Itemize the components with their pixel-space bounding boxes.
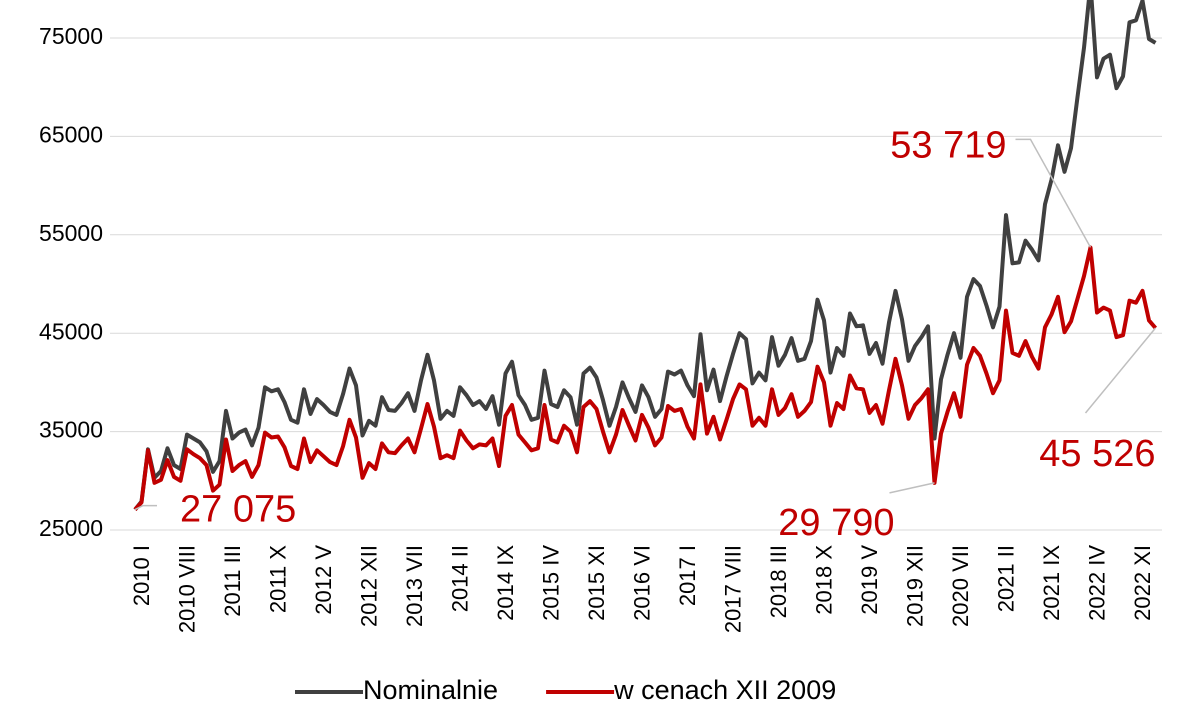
line-series bbox=[133, 245, 1158, 511]
data-label: 29 790 bbox=[778, 502, 894, 544]
y-tick-label: 35000 bbox=[39, 417, 103, 443]
x-tick-label: 2014 II bbox=[447, 545, 472, 612]
y-tick-label: 45000 bbox=[39, 318, 103, 344]
leader-line bbox=[134, 504, 157, 511]
line-series bbox=[133, 0, 1157, 511]
y-tick-label: 25000 bbox=[39, 515, 103, 541]
plot-area bbox=[133, 0, 1158, 511]
leader-line bbox=[889, 482, 935, 494]
x-tick-label: 2011 X bbox=[265, 545, 290, 613]
x-tick-label: 2019 XII bbox=[902, 545, 927, 627]
y-tick-label: 65000 bbox=[39, 121, 103, 147]
x-tick-label: 2016 VI bbox=[629, 545, 654, 621]
y-tick-label: 75000 bbox=[39, 23, 103, 49]
data-label: 27 075 bbox=[180, 489, 296, 531]
data-label: 45 526 bbox=[1039, 433, 1155, 475]
x-tick-label: 2012 XII bbox=[356, 545, 381, 627]
x-tick-label: 2017 VIII bbox=[720, 545, 745, 633]
x-tick-label: 2018 X bbox=[811, 545, 836, 615]
x-tick-label: 2010 VIII bbox=[174, 545, 199, 633]
x-tick-label: 2018 III bbox=[766, 545, 791, 618]
x-tick-label: 2010 I bbox=[129, 545, 154, 606]
x-tick-label: 2022 XI bbox=[1130, 545, 1155, 621]
leader-line bbox=[1084, 327, 1157, 414]
data-label: 53 719 bbox=[890, 124, 1006, 166]
x-tick-label: 2017 I bbox=[675, 545, 700, 606]
x-tick-label: 2021 II bbox=[993, 545, 1018, 612]
x-tick-label: 2019 V bbox=[857, 545, 882, 615]
x-tick-label: 2015 XI bbox=[584, 545, 609, 621]
y-tick-label: 55000 bbox=[39, 220, 103, 246]
x-tick-label: 2014 IX bbox=[493, 545, 518, 621]
x-tick-label: 2021 IX bbox=[1039, 545, 1064, 621]
x-tick-label: 2022 IV bbox=[1084, 545, 1109, 621]
x-tick-label: 2013 VII bbox=[402, 545, 427, 627]
x-tick-label: 2012 V bbox=[311, 545, 336, 615]
legend-label: w cenach XII 2009 bbox=[613, 675, 836, 705]
legend-label: Nominalnie bbox=[363, 675, 498, 705]
x-tick-label: 2020 VII bbox=[948, 545, 973, 627]
x-tick-label: 2011 III bbox=[220, 545, 245, 617]
x-tick-label: 2015 IV bbox=[538, 545, 563, 621]
leader-line bbox=[1015, 138, 1092, 248]
